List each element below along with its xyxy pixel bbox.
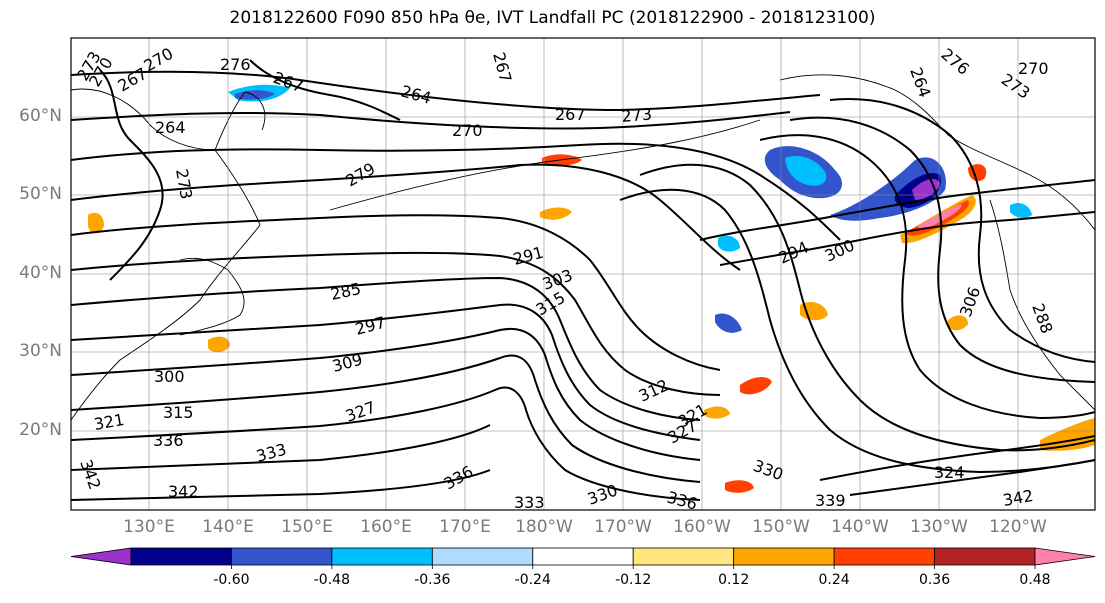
- contour-labels: 273 270 267 270 267 264 264 267 270 273 …: [73, 44, 1057, 514]
- contour-line: [71, 70, 821, 112]
- lon-label: 170°E: [439, 517, 491, 537]
- anomaly-baja-orange: [948, 315, 968, 331]
- contour-line: [71, 163, 741, 271]
- coastlines: [71, 74, 1095, 421]
- contour-label: 339: [815, 491, 846, 510]
- lon-label: 150°W: [752, 517, 810, 537]
- colorbar-tick-label: 0.48: [1019, 572, 1051, 588]
- lon-label: 180°W: [515, 517, 573, 537]
- anomaly-bering-cyan: [785, 155, 827, 186]
- contour-line: [71, 424, 491, 471]
- colorbar-swatch: [532, 547, 634, 566]
- contour-line: [71, 327, 701, 461]
- contour-line: [249, 59, 401, 121]
- lon-label: 140°E: [202, 517, 254, 537]
- contour-label: 276: [220, 55, 251, 74]
- lon-label: 160°W: [673, 517, 731, 537]
- map-plot-area: 273 270 267 270 267 264 264 267 270 273 …: [71, 38, 1095, 514]
- anomaly-hawaii-orange: [740, 376, 772, 395]
- anomaly-na-cyan: [1010, 203, 1032, 218]
- contour-line: [71, 303, 701, 441]
- colorbar-tick-label: -0.12: [615, 572, 652, 588]
- coastline-asia: [71, 88, 261, 421]
- contour-line: [71, 354, 701, 483]
- contour-line: [759, 134, 1095, 420]
- contour-line: [71, 142, 841, 241]
- colorbar-swatch: [231, 547, 333, 566]
- map-frame: [70, 37, 1096, 511]
- contour-label: 273: [621, 104, 653, 126]
- lat-label-20n: 20°N: [19, 420, 62, 440]
- contour-line: [71, 276, 701, 421]
- contour-line: [819, 435, 1095, 481]
- anomaly-japan-orange: [208, 336, 230, 353]
- coastline-alaska: [779, 74, 1095, 231]
- anomaly-west-orange: [88, 212, 104, 234]
- colorbar-extend-max: [1034, 547, 1096, 566]
- colorbar: [70, 547, 1096, 569]
- colorbar-extend-min: [70, 547, 132, 566]
- contour-line: [71, 111, 791, 130]
- anomaly-mid-pacific-yellow: [540, 207, 572, 220]
- anomaly-aleutian-cyan: [715, 313, 742, 333]
- lat-label-50n: 50°N: [19, 184, 62, 204]
- contour-label: 336: [665, 488, 699, 514]
- anomaly-subtropic-orange: [704, 406, 730, 419]
- lon-label: 130°W: [910, 517, 968, 537]
- contour-line: [829, 98, 1095, 363]
- contour-line: [789, 116, 1095, 383]
- colorbar-tick-label: -0.24: [514, 572, 551, 588]
- colorbar-tick-label: -0.60: [213, 572, 250, 588]
- contour-line: [71, 469, 491, 501]
- anomaly-dateline-cyan: [718, 235, 740, 252]
- lon-label: 130°E: [123, 517, 175, 537]
- contour-label: 342: [168, 482, 199, 501]
- colorbar-swatch: [130, 547, 232, 566]
- contour-line: [71, 386, 701, 501]
- lon-label: 150°E: [281, 517, 333, 537]
- lon-label: 160°E: [360, 517, 412, 537]
- lat-label-40n: 40°N: [19, 263, 62, 283]
- colorbar-swatch: [733, 547, 835, 566]
- coastline-aleutians: [329, 119, 761, 211]
- colorbar-swatch: [431, 547, 534, 566]
- lat-label-60n: 60°N: [19, 106, 62, 126]
- colorbar-swatch: [632, 547, 735, 566]
- contour-label: 270: [1018, 59, 1049, 78]
- lat-label-30n: 30°N: [19, 341, 62, 361]
- graticule: [71, 38, 1095, 510]
- colorbar-tick-label: 0.36: [918, 572, 951, 588]
- colorbar-tick-label: 0.24: [818, 572, 850, 588]
- colorbar-swatch: [934, 547, 1036, 566]
- theta-e-contours: [71, 59, 1095, 501]
- contour-label: 315: [163, 403, 194, 422]
- contour-line: [719, 211, 1095, 266]
- colorbar-tick-label: -0.48: [313, 572, 350, 588]
- contour-line: [99, 69, 164, 281]
- colorbar-tick-label: -0.36: [414, 572, 451, 588]
- colorbar-tick-label: 0.12: [718, 572, 750, 588]
- contour-line: [699, 179, 1095, 241]
- map-title: 2018122600 F090 850 hPa θe, IVT Landfall…: [229, 8, 876, 28]
- lon-label: 120°W: [989, 517, 1047, 537]
- contour-line: [71, 251, 721, 396]
- contour-line: [71, 214, 721, 371]
- lon-label: 140°W: [831, 517, 889, 537]
- lon-label: 170°W: [594, 517, 652, 537]
- coastline-na-west: [989, 199, 1095, 411]
- colorbar-swatch: [331, 547, 433, 566]
- contour-label: 264: [155, 118, 186, 137]
- contour-label: 336: [153, 431, 184, 450]
- contour-label: 270: [452, 121, 483, 140]
- contour-label: 300: [154, 367, 185, 386]
- anomaly-se-orange: [725, 480, 754, 493]
- contour-line: [619, 188, 1095, 474]
- colorbar-swatch: [833, 547, 935, 566]
- contour-label: 324: [934, 463, 965, 482]
- contour-line: [849, 459, 1095, 496]
- contour-label: 267: [555, 105, 586, 124]
- contour-label: 333: [514, 493, 545, 512]
